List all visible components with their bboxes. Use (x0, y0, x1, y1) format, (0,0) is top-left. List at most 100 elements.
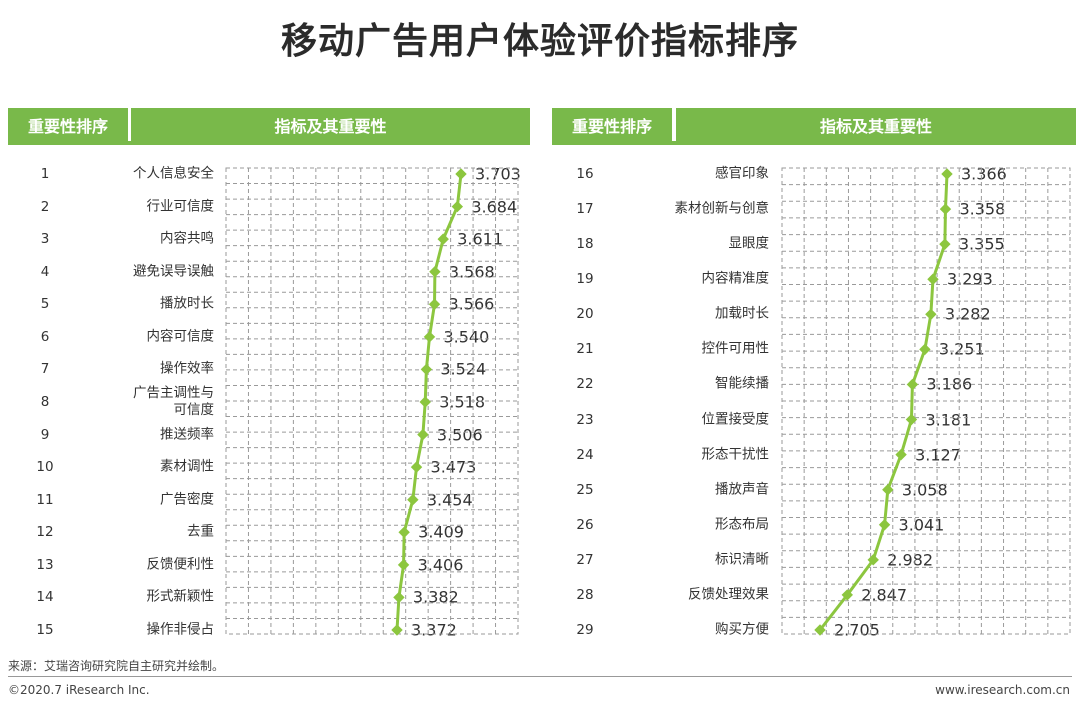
data-point (410, 461, 423, 473)
source-note: 来源：艾瑞咨询研究院自主研究并绘制。 (8, 659, 225, 673)
rank-number: 19 (576, 271, 594, 288)
rank-number: 1 (40, 166, 50, 182)
header-underline-right (552, 141, 1076, 145)
category-label-line: 避免误导误触 (133, 263, 214, 280)
footer-divider (8, 676, 1072, 677)
rank-number: 22 (576, 376, 594, 393)
rank-number: 12 (36, 524, 54, 541)
rank-number: 23 (576, 411, 594, 428)
category-label: 播放时长 (160, 296, 214, 313)
data-point (939, 238, 951, 250)
data-point (420, 363, 433, 376)
category-label: 广告密度 (160, 491, 214, 508)
rank-header-right: 重要性排序 (552, 108, 672, 142)
data-point (437, 233, 449, 245)
category-label-line: 推送频率 (160, 426, 214, 443)
category-label: 购买方便 (715, 622, 769, 639)
category-label-line: 操作非侵占 (146, 621, 215, 638)
rank-number: 5 (40, 296, 50, 313)
rank-number: 29 (576, 622, 594, 638)
category-label: 内容共鸣 (160, 231, 214, 248)
category-label: 加载时长 (715, 306, 769, 323)
value-label: 3.372 (411, 620, 457, 640)
value-label: 2.705 (834, 620, 880, 640)
rank-number: 24 (576, 446, 594, 463)
data-point (841, 589, 853, 601)
website-text: www.iresearch.com.cn (935, 683, 1070, 697)
data-point (398, 526, 410, 538)
data-point (814, 624, 826, 636)
category-label-line: 加载时长 (715, 305, 769, 322)
category-label-line: 控件可用性 (701, 340, 770, 357)
category-label-line: 行业可信度 (146, 198, 215, 215)
value-label: 3.181 (925, 410, 972, 430)
category-label-line: 形态干扰性 (701, 446, 770, 463)
category-label: 形态干扰性 (702, 446, 770, 463)
category-label-line: 购买方便 (715, 621, 769, 638)
category-label-line: 智能续播 (715, 376, 769, 393)
category-label: 位置接受度 (702, 411, 770, 428)
category-label-line: 操作效率 (160, 360, 214, 377)
data-point (905, 413, 918, 426)
category-label: 控件可用性 (702, 341, 770, 358)
value-label: 2.982 (887, 550, 934, 570)
data-point (867, 554, 879, 566)
rank-number: 16 (576, 166, 594, 182)
value-label: 3.454 (426, 490, 473, 510)
data-point (391, 624, 403, 636)
category-label-line: 感官印象 (715, 165, 769, 182)
category-label: 操作效率 (160, 361, 214, 378)
value-label: 3.611 (457, 229, 504, 249)
data-point (419, 396, 431, 408)
value-label: 3.703 (475, 164, 521, 184)
category-label-line: 播放声音 (715, 481, 769, 498)
rank-number: 26 (576, 516, 594, 533)
category-label-line: 形态布局 (715, 516, 769, 533)
category-label: 推送频率 (160, 426, 214, 443)
rank-number: 11 (36, 491, 54, 508)
data-point (906, 378, 919, 391)
rank-number: 10 (36, 459, 54, 476)
category-label-line: 素材调性 (160, 458, 214, 475)
header-underline-left (8, 141, 530, 145)
category-label: 去重 (187, 524, 214, 541)
data-point (925, 308, 937, 321)
category-label: 操作非侵占 (147, 622, 215, 639)
data-point (895, 448, 907, 461)
category-label-line: 位置接受度 (701, 411, 770, 428)
category-label-line: 内容精准度 (701, 270, 770, 287)
rank-number: 21 (576, 341, 594, 358)
data-point (941, 168, 953, 180)
value-label: 3.524 (440, 359, 487, 379)
rank-number: 2 (40, 198, 50, 215)
value-label: 3.186 (926, 374, 973, 394)
rank-number: 8 (40, 394, 50, 410)
category-label-line: 形式新颖性 (146, 588, 215, 605)
category-label-line: 素材创新与创意 (674, 200, 770, 217)
category-label: 反馈便利性 (147, 556, 215, 573)
category-label-line: 个人信息安全 (133, 165, 214, 182)
rank-header-left: 重要性排序 (8, 108, 128, 142)
category-label: 形态布局 (715, 516, 769, 533)
value-label: 3.473 (430, 457, 477, 477)
category-label: 个人信息安全 (133, 166, 214, 183)
rank-number: 9 (40, 426, 50, 443)
value-label: 3.406 (417, 555, 464, 575)
category-label-line: 去重 (187, 523, 214, 540)
rank-number: 15 (36, 622, 54, 638)
data-point (882, 483, 894, 496)
data-point (878, 519, 891, 531)
category-label: 素材创新与创意 (675, 201, 770, 218)
rank-number: 28 (576, 586, 594, 603)
rank-number: 14 (36, 589, 54, 606)
data-point (407, 494, 419, 506)
data-point (423, 331, 436, 343)
copyright-text: ©2020.7 iResearch Inc. (8, 683, 150, 697)
category-label-line: 广告密度 (160, 491, 214, 508)
category-label-line: 反馈便利性 (146, 556, 215, 573)
value-label: 3.568 (448, 262, 495, 282)
value-label: 3.282 (944, 304, 991, 324)
rank-number: 7 (40, 361, 50, 378)
data-point (927, 273, 939, 285)
value-label: 3.041 (898, 515, 945, 535)
